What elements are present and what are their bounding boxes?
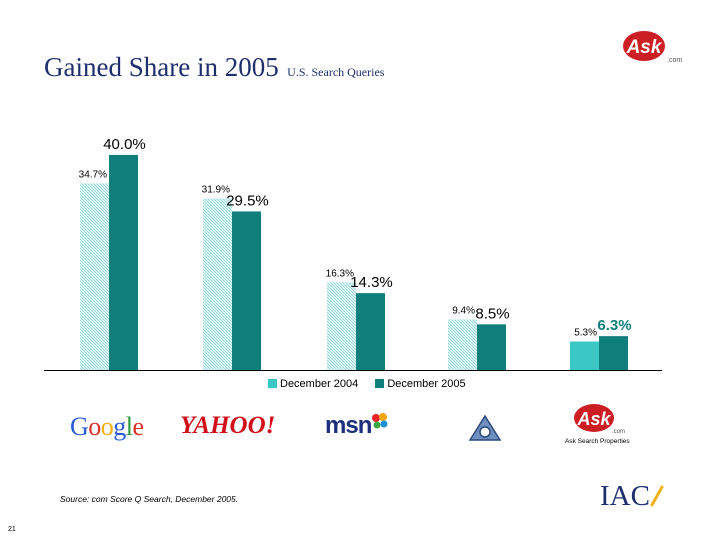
ask-logo-ellipse	[623, 31, 665, 61]
bar-2004-aol	[448, 319, 477, 370]
ask-search-logo: Ask .com	[574, 404, 625, 435]
bar-2005-google	[109, 155, 138, 370]
bar-2005-ask-search-properties	[599, 336, 628, 370]
msn-butterfly-icon	[372, 413, 388, 429]
bar-2005-aol	[477, 324, 506, 370]
ask-search-caption: Ask Search Properties	[565, 438, 630, 445]
msn-logo: msn	[325, 412, 389, 440]
google-logo: Google	[70, 412, 144, 441]
page-number: 21	[8, 526, 16, 533]
slide-title: Gained Share in 2005	[44, 52, 279, 82]
ask-search-logo-suffix: .com	[612, 429, 625, 435]
data-label-2004-yahoo-: 31.9%	[202, 185, 230, 196]
legend-dec-2005: December 2005	[375, 378, 466, 390]
bar-2004-google	[80, 183, 109, 370]
chart-legend: December 2004 December 2005	[268, 378, 480, 390]
data-label-2004-msn: 16.3%	[326, 268, 354, 279]
data-label-2005-aol: 8.5%	[475, 305, 509, 322]
legend-swatch-2005	[375, 379, 385, 388]
iac-swoosh-icon	[650, 485, 664, 507]
ask-logo: Ask .com	[623, 31, 682, 64]
data-label-2004-ask-search-properties: 5.3%	[574, 328, 597, 339]
iac-logo: IAC	[600, 480, 664, 513]
bar-2004-yahoo-	[203, 198, 232, 370]
data-label-2005-msn: 14.3%	[350, 274, 393, 291]
data-label-2005-ask-search-properties: 6.3%	[597, 317, 631, 334]
bar-2004-ask-search-properties	[570, 341, 599, 370]
legend-label-2005: December 2005	[387, 378, 466, 390]
ask-logo-text: Ask	[626, 37, 663, 58]
bar-chart: 34.7% 31.9% 16.3% 9.4% 5.3% 40.0% 29.5% 14.3% 8.…	[44, 136, 662, 371]
bar-2005-msn	[356, 293, 385, 370]
yahoo-logo: YAHOO!	[180, 412, 276, 439]
source-note: Source: com Score Q Search, December 200…	[60, 494, 239, 504]
title-block: Gained Share in 2005 U.S. Search Queries	[44, 52, 384, 83]
engine-logos: Google YAHOO! msn Ask .com	[0, 398, 720, 458]
legend-dec-2004: December 2004	[268, 378, 358, 390]
slide-subtitle: U.S. Search Queries	[287, 65, 385, 79]
data-label-2005-yahoo-: 29.5%	[226, 192, 269, 209]
legend-swatch-2004	[268, 379, 277, 388]
ask-search-logo-text: Ask	[576, 409, 611, 429]
aol-triangle-icon	[468, 414, 502, 441]
ask-logo-suffix: .com	[667, 57, 682, 64]
msn-logo-text: msn	[325, 412, 372, 439]
data-label-2004-google: 34.7%	[79, 169, 107, 180]
iac-logo-text: IAC	[600, 480, 650, 512]
data-label-2004-aol: 9.4%	[452, 305, 475, 316]
bar-2005-yahoo-	[232, 211, 261, 370]
bar-2004-msn	[327, 282, 356, 370]
data-label-2005-google: 40.0%	[103, 136, 146, 153]
legend-label-2004: December 2004	[280, 378, 359, 390]
